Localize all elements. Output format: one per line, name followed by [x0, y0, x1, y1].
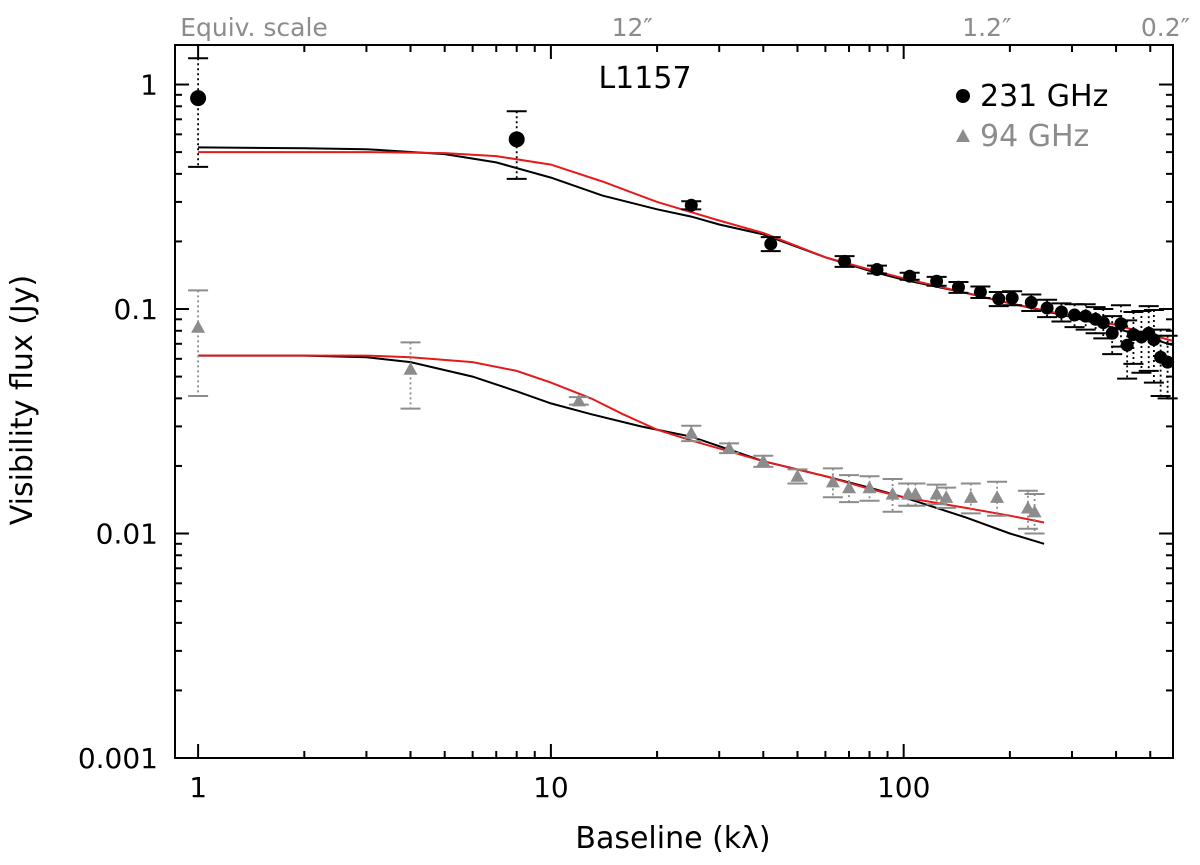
point-94 [1020, 500, 1035, 514]
legend-marker-94 [956, 129, 970, 142]
point-231 [1054, 305, 1068, 319]
point-231 [1079, 309, 1093, 323]
legend-label-94: 94 GHz [980, 119, 1089, 154]
point-231 [508, 131, 525, 148]
point-231 [951, 280, 965, 294]
top-axis-label: Equiv. scale [180, 13, 328, 42]
y-tick-label: 1 [140, 69, 158, 102]
y-tick-label: 0.1 [113, 293, 158, 326]
point-231 [1005, 291, 1019, 305]
point-94 [1027, 504, 1042, 518]
point-231 [1024, 295, 1038, 309]
point-94 [684, 426, 699, 439]
point-231 [1105, 326, 1119, 340]
point-94 [722, 441, 737, 454]
legend-marker-231 [956, 89, 970, 103]
point-94 [825, 474, 840, 488]
point-231 [973, 285, 987, 299]
point-94 [790, 469, 805, 482]
point-231 [1068, 308, 1082, 322]
point-231 [1096, 316, 1110, 330]
point-231 [838, 254, 852, 268]
point-94 [862, 480, 877, 494]
point-231 [1114, 317, 1128, 331]
model-94-black [198, 354, 1045, 545]
point-231 [1147, 333, 1161, 347]
point-231 [870, 262, 884, 276]
legend-label-231: 231 GHz [980, 79, 1108, 114]
point-94 [929, 486, 944, 500]
point-94 [191, 320, 206, 333]
point-94 [403, 362, 418, 375]
x-tick-label: 10 [533, 771, 569, 804]
point-231 [1040, 301, 1054, 315]
point-94 [842, 480, 857, 494]
point-94 [963, 490, 978, 503]
x-axis-title: Baseline (kλ) [575, 821, 770, 856]
tick-labels: 1 10 100 0.001 0.01 0.1 1 12″ 1.2″ 0.2″ [78, 13, 1190, 804]
x-tick-label: 1 [189, 771, 207, 804]
point-231 [930, 274, 944, 288]
point-94 [908, 486, 923, 500]
point-94 [756, 454, 771, 467]
point-231 [903, 269, 917, 283]
plot-frame [174, 44, 1174, 759]
point-94 [939, 490, 954, 503]
model-231-black [198, 146, 1174, 347]
point-231 [684, 198, 698, 212]
y-axis-title: Visibility flux (Jy) [5, 275, 40, 525]
point-231 [764, 237, 778, 251]
point-231 [992, 292, 1006, 306]
legend: 231 GHz 94 GHz [956, 79, 1108, 154]
y-tick-label: 0.001 [78, 742, 158, 775]
point-231 [1161, 355, 1175, 369]
point-94 [571, 393, 586, 407]
x-tick-label: 100 [877, 771, 930, 804]
point-231 [190, 90, 207, 107]
chart-title: L1157 [598, 61, 691, 96]
point-231 [1120, 338, 1134, 352]
data-points [190, 90, 1175, 518]
top-tick-label: 12″ [612, 13, 653, 42]
y-tick-label: 0.01 [96, 518, 158, 551]
point-94 [990, 490, 1005, 503]
top-tick-label: 0.2″ [1141, 13, 1190, 42]
top-tick-label: 1.2″ [962, 13, 1011, 42]
point-94 [885, 486, 900, 500]
model-231-red [198, 151, 1174, 342]
